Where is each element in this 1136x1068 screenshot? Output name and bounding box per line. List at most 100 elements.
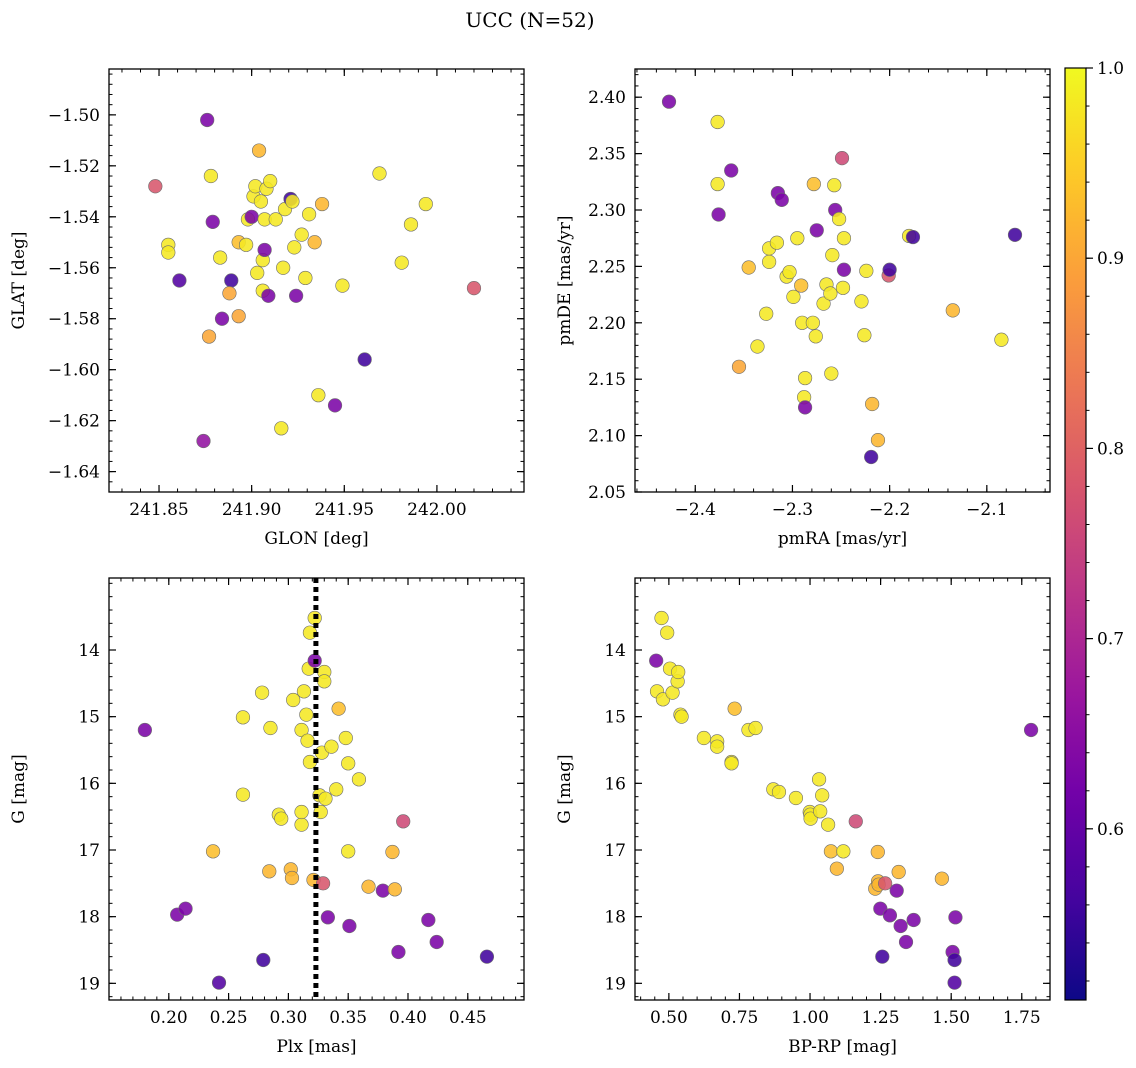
data-point: [268, 212, 283, 227]
data-point: [1023, 722, 1039, 738]
data-point: [893, 918, 908, 934]
data-point: [808, 329, 823, 344]
x-tick-label: 0.50: [650, 1008, 688, 1028]
data-point: [338, 730, 353, 746]
data-point: [341, 756, 356, 771]
data-point: [250, 265, 265, 280]
y-axis-label: pmDE [mas/yr]: [555, 215, 575, 345]
data-point: [727, 701, 742, 716]
data-point: [771, 784, 787, 800]
y-tick-label: 15: [604, 708, 626, 728]
data-point: [815, 788, 830, 803]
data-point: [724, 163, 739, 178]
x-tick-label: 0.35: [329, 1008, 367, 1028]
data-point: [235, 787, 251, 802]
data-point: [294, 722, 309, 738]
x-tick-label: −2.4: [675, 500, 716, 520]
data-point: [870, 844, 885, 860]
colorbar-tick-label: 0.7: [1097, 630, 1124, 650]
y-tick-label: 15: [78, 708, 100, 728]
y-tick-label: −1.52: [48, 157, 100, 177]
data-point: [331, 701, 346, 716]
data-point: [696, 730, 711, 746]
data-point: [891, 864, 906, 880]
data-point: [859, 263, 874, 279]
y-tick-label: 2.05: [588, 483, 626, 503]
data-point: [372, 166, 387, 181]
x-axis-label: GLON [deg]: [264, 529, 368, 549]
panel-bottom-right: 0.50 0.75 1.00 1.25 1.50 1.75 14 15 16 17 18 19 BP-R…: [555, 577, 1051, 1057]
y-tick-label: 2.10: [588, 427, 626, 447]
y-tick-label: 16: [604, 774, 626, 794]
colorbar: 0.6 0.7 0.8 0.9 1.0: [1064, 59, 1124, 1001]
data-point: [276, 260, 291, 275]
data-point: [864, 449, 879, 465]
data-point: [205, 844, 221, 859]
data-point: [827, 178, 842, 193]
data-point: [711, 207, 726, 222]
scatter-points: [148, 112, 482, 449]
data-point: [294, 227, 309, 242]
data-point: [284, 870, 300, 886]
data-point: [906, 912, 921, 928]
y-tick-label: −1.58: [48, 310, 100, 330]
data-point: [213, 250, 228, 265]
x-tick-label: 0.25: [210, 1008, 248, 1028]
data-point: [296, 684, 312, 699]
data-point: [351, 772, 367, 787]
data-point: [786, 289, 801, 304]
data-point: [1007, 227, 1023, 242]
data-point: [289, 288, 304, 303]
scatter-points: [137, 610, 495, 990]
data-point: [889, 883, 904, 898]
data-point: [335, 278, 350, 293]
x-axis-label: Plx [mas]: [276, 1037, 356, 1057]
data-point: [865, 396, 880, 412]
data-point: [782, 264, 797, 280]
panel-bottom-left: 0.20 0.25 0.30 0.35 0.40 0.45 14 15 16 17 18 19 Plx …: [9, 577, 525, 1057]
data-point: [660, 625, 675, 640]
data-point: [824, 366, 839, 381]
x-tick-label: −2.1: [966, 500, 1007, 520]
x-tick-label: −2.2: [869, 500, 910, 520]
data-point: [797, 400, 813, 415]
data-point: [253, 194, 269, 209]
data-point: [836, 262, 852, 277]
data-point: [300, 733, 315, 748]
data-point: [263, 174, 278, 189]
x-tick-label: 241.90: [222, 500, 281, 520]
colorbar-tick-label: 0.6: [1097, 820, 1124, 840]
data-point: [214, 311, 230, 326]
data-point: [834, 151, 850, 166]
y-tick-label: −1.62: [48, 412, 100, 432]
data-point: [361, 879, 376, 894]
data-point: [262, 864, 277, 879]
data-point: [823, 286, 838, 301]
x-tick-label: −2.3: [772, 500, 813, 520]
x-tick-label: 0.45: [449, 1008, 487, 1028]
data-point: [788, 790, 804, 806]
data-point: [327, 398, 343, 413]
data-point: [178, 901, 193, 916]
colorbar-tick-label: 0.9: [1097, 249, 1124, 269]
data-point: [315, 876, 331, 891]
data-point: [710, 176, 725, 192]
data-point: [948, 910, 963, 925]
data-point: [341, 844, 356, 859]
data-point: [829, 861, 844, 876]
data-point: [200, 112, 215, 128]
data-point: [203, 168, 218, 184]
data-point: [836, 844, 851, 859]
y-axis-label: G [mag]: [555, 754, 575, 823]
y-tick-label: 18: [78, 908, 100, 928]
data-point: [848, 814, 863, 829]
data-point: [479, 949, 495, 964]
figure-title: UCC (N=52): [465, 8, 594, 32]
x-tick-label: 0.75: [721, 1008, 759, 1028]
data-point: [741, 260, 756, 275]
data-point: [301, 207, 317, 222]
plot-frame: [634, 577, 1051, 1001]
data-point: [466, 281, 482, 296]
data-point: [287, 240, 302, 255]
data-point: [794, 278, 809, 293]
